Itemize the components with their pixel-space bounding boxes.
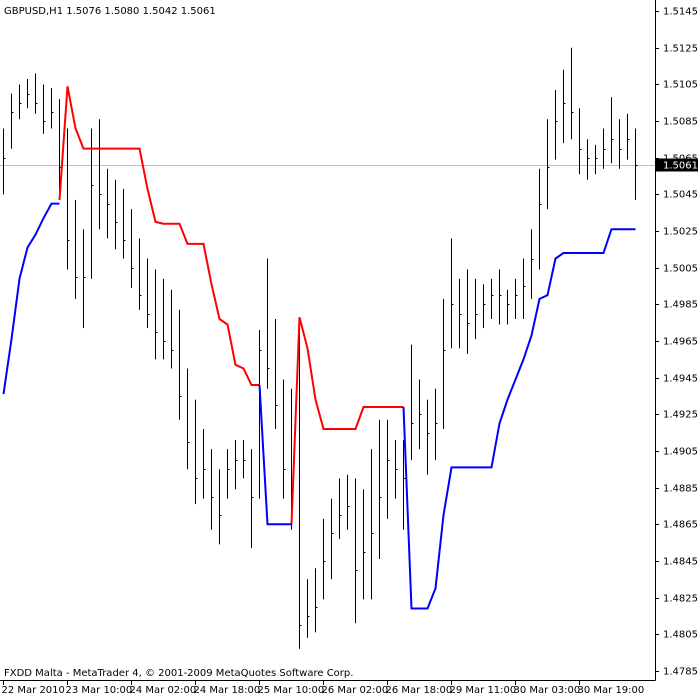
y-tick-label: 1.4865 — [663, 520, 698, 531]
y-tick-label: 1.5145 — [663, 7, 698, 18]
last-price-label: 1.5061 — [663, 161, 698, 172]
indicator-line — [2, 202, 636, 610]
y-tick-label: 1.5045 — [663, 190, 698, 201]
y-tick-label: 1.4945 — [663, 374, 698, 385]
x-tick-label: 30 Mar 19:00 — [578, 685, 645, 696]
x-tick-label: 29 Mar 11:00 — [450, 685, 517, 696]
y-tick-label: 1.4785 — [663, 667, 698, 678]
footer: FXDD Malta - MetaTrader 4, © 2001-2009 M… — [4, 668, 353, 679]
x-tick-label: 24 Mar 02:00 — [130, 685, 197, 696]
y-tick-label: 1.5125 — [663, 44, 698, 55]
x-tick-label: 23 Mar 10:00 — [66, 685, 133, 696]
x-tick-label: 26 Mar 02:00 — [322, 685, 389, 696]
last-price-box — [656, 158, 698, 172]
x-tick-label: 24 Mar 18:00 — [194, 685, 261, 696]
x-tick-label: 26 Mar 18:00 — [386, 685, 453, 696]
y-tick-label: 1.4805 — [663, 630, 698, 641]
y-tick-label: 1.4905 — [663, 447, 698, 458]
y-tick-label: 1.5085 — [663, 117, 698, 128]
chart-title: GBPUSD,H1 1.5076 1.5080 1.5042 1.5061 — [4, 6, 216, 17]
y-tick-label: 1.5005 — [663, 264, 698, 275]
y-tick-label: 1.4965 — [663, 337, 698, 348]
y-tick-label: 1.5025 — [663, 227, 698, 238]
y-tick-label: 1.4925 — [663, 410, 698, 421]
x-tick-label: 25 Mar 10:00 — [258, 685, 325, 696]
y-tick-label: 1.4885 — [663, 484, 698, 495]
y-tick-label: 1.4825 — [663, 594, 698, 605]
x-tick-label: 22 Mar 2010 — [2, 685, 65, 696]
indicator-line — [58, 86, 404, 525]
y-tick-label: 1.4845 — [663, 557, 698, 568]
x-tick-label: 30 Mar 03:00 — [514, 685, 581, 696]
y-tick-label: 1.4985 — [663, 300, 698, 311]
y-tick-label: 1.5105 — [663, 80, 698, 91]
